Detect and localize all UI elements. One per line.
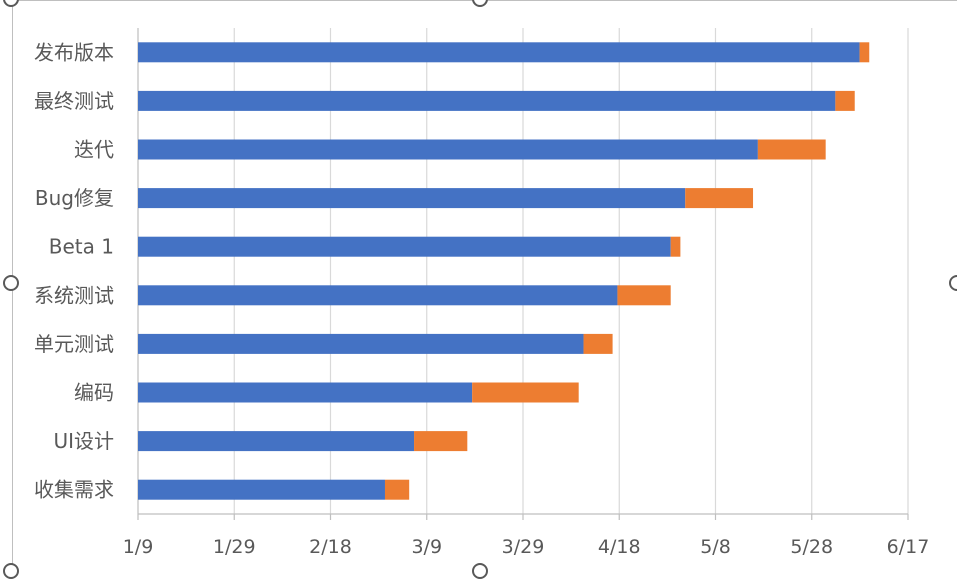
category-label: 单元测试 [34, 332, 114, 356]
bar-start[interactable] [138, 382, 473, 403]
category-label: Beta 1 [49, 235, 114, 259]
category-label: UI设计 [53, 429, 114, 453]
bar-duration[interactable] [414, 431, 468, 452]
bar-start[interactable] [138, 333, 584, 354]
x-tick-label: 6/17 [887, 536, 930, 558]
bar-start[interactable] [138, 431, 415, 452]
bar-duration[interactable] [859, 42, 870, 63]
category-label: Bug修复 [35, 186, 114, 210]
bar-duration[interactable] [384, 479, 410, 500]
bar-start[interactable] [138, 188, 686, 209]
category-label: 发布版本 [34, 40, 114, 64]
category-label: 系统测试 [34, 283, 114, 307]
x-tick-label: 1/29 [213, 536, 256, 558]
x-tick-label: 2/18 [309, 536, 352, 558]
x-tick-label: 3/29 [502, 536, 545, 558]
x-tick-label: 5/28 [790, 536, 833, 558]
x-tick-label: 3/9 [411, 536, 442, 558]
bar-duration[interactable] [670, 236, 681, 257]
bar-start[interactable] [138, 42, 860, 63]
x-tick-label: 4/18 [598, 536, 641, 558]
bar-start[interactable] [138, 139, 758, 160]
bar-start[interactable] [138, 285, 618, 306]
selection-handle-bottom-center[interactable] [472, 563, 488, 579]
x-tick-label: 1/9 [123, 536, 154, 558]
bar-duration[interactable] [835, 90, 855, 111]
selection-handle-middle-right[interactable] [949, 275, 957, 291]
category-label: 迭代 [74, 138, 114, 162]
x-tick-label: 5/8 [700, 536, 731, 558]
bar-start[interactable] [138, 479, 385, 500]
category-label: 最终测试 [34, 89, 114, 113]
bar-duration[interactable] [617, 285, 671, 306]
bar-start[interactable] [138, 90, 836, 111]
selection-handle-middle-left[interactable] [3, 275, 19, 291]
selection-handle-bottom-left[interactable] [3, 563, 19, 579]
bar-duration[interactable] [583, 333, 613, 354]
bar-duration[interactable] [472, 382, 579, 403]
bar-duration[interactable] [757, 139, 826, 160]
bar-start[interactable] [138, 236, 671, 257]
category-label: 收集需求 [34, 478, 114, 502]
bar-duration[interactable] [685, 188, 754, 209]
category-label: 编码 [74, 381, 114, 405]
